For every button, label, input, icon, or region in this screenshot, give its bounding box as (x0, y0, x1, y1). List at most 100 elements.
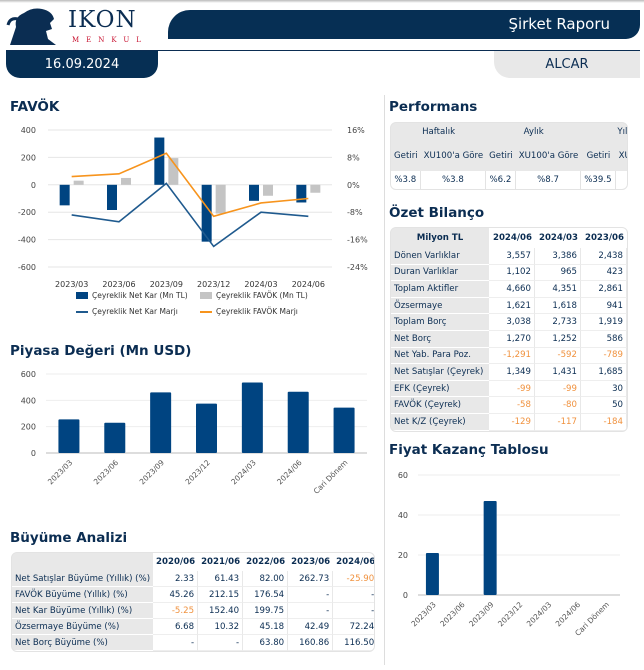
row-label: Net Borç (391, 331, 489, 348)
x-tick-label: 2024/06 (554, 600, 583, 629)
bar (58, 419, 80, 453)
buyume-table: 2020/06 2021/06 2022/06 2023/06 2024/06 Net S… (11, 552, 375, 652)
row-label: Net Kar Büyüme (Yıllık) (%) (12, 603, 154, 619)
bilanco-header: 2024/06 (489, 228, 535, 248)
legend-label: Çeyreklik FAVÖK (Mn TL) (216, 291, 308, 300)
buyume-header: 2021/06 (198, 553, 244, 571)
cell-value: 160.86 (288, 635, 334, 651)
net-kar-bar (59, 184, 70, 206)
y-tick-label: 0 (31, 181, 36, 190)
cell-value: 199.75 (243, 603, 289, 619)
buyume-row: FAVÖK Büyüme (Yıllık) (%) 45.26 212.15 176.… (12, 587, 374, 603)
cell-value: 1,685 (581, 364, 627, 381)
y-tick-label: 60 (398, 471, 408, 480)
performans-table: Haftalık Aylık Yılbaşı Getiri XU100'a Göre Ge… (390, 122, 628, 190)
cell-value: - (198, 635, 244, 651)
cell-value: 72.24 (333, 619, 374, 635)
row-label: FAVÖK Büyüme (Yıllık) (%) (12, 587, 154, 603)
x-tick-label: 2023/06 (102, 280, 135, 289)
report-date: 16.09.2024 (6, 51, 158, 78)
cell-value: -80 (535, 397, 581, 414)
y-tick-label: 20 (398, 551, 408, 560)
x-tick-label: 2023/03 (409, 600, 438, 629)
bar (196, 403, 217, 453)
buyume-row: Net Borç Büyüme (%) - -63.80 160.86 116.50 (12, 635, 374, 651)
cell-value: - (288, 603, 334, 619)
cell-value: -25.90 (333, 571, 374, 587)
x-tick-label: 2023/09 (138, 458, 167, 487)
favok-bar (310, 184, 321, 193)
x-tick-label: 2023/09 (467, 600, 496, 629)
x-tick-label: 2023/06 (92, 458, 121, 487)
y-tick-label: 600 (21, 370, 36, 379)
perf-sub-header: XU100'a Göre (423, 151, 484, 161)
brand-name: IKON (68, 7, 137, 33)
buyume-header: 2024/06 (333, 553, 374, 571)
net-kar-bar (249, 184, 259, 201)
y-tick-label: -600 (18, 263, 36, 272)
perf-value: %15.5 (615, 171, 627, 189)
x-tick-label: 2024/03 (229, 458, 258, 487)
bar (287, 391, 309, 453)
cell-value: 3,386 (535, 248, 581, 265)
cell-value: 586 (581, 330, 627, 348)
y-tick-label: 0 (31, 449, 36, 458)
perf-value: %3.8 (391, 171, 421, 189)
buyume-row: Net Kar Büyüme (Yıllık) (%) -5.25 152.40 19… (12, 603, 374, 619)
cell-value: 4,351 (535, 281, 581, 298)
bar (333, 407, 355, 453)
x-tick-label: 2023/06 (438, 600, 467, 629)
fk-title: Fiyat Kazanç Tablosu (389, 442, 549, 458)
cell-value: 1,431 (535, 364, 581, 381)
perf-group-header: Yılbaşı (617, 127, 628, 137)
row-label: Duran Varlıklar (391, 265, 489, 282)
row-label: Net Yab. Para Poz. (391, 348, 489, 365)
cell-value: -789 (581, 347, 627, 365)
row-label: EFK (Çeyrek) (391, 381, 489, 398)
buyume-header: 2023/06 (288, 553, 334, 571)
legend-swatch (76, 292, 88, 299)
bilanco-row: Net Satışlar (Çeyrek) 1,349 1,431 1,685 (391, 364, 627, 381)
perf-value: %8.7 (515, 171, 582, 189)
cell-value: 63.80 (243, 635, 289, 651)
favok-bar (215, 184, 226, 214)
performans-title: Performans (389, 99, 478, 115)
bar (150, 392, 172, 453)
y-tick-label: 400 (21, 396, 36, 405)
row-label: Net Satışlar (Çeyrek) (391, 364, 489, 381)
row-label: Toplam Aktifler (391, 281, 489, 298)
cell-value: 1,252 (535, 330, 581, 348)
y2-tick-label: -24% (347, 263, 368, 272)
row-label: Net Satışlar Büyüme (Yıllık) (%) (12, 571, 154, 587)
x-tick-label: 2023/12 (184, 458, 213, 487)
y-tick-label: -400 (18, 236, 36, 245)
cell-value: -99 (489, 380, 535, 398)
cell-value: 212.15 (198, 587, 244, 603)
cell-value: 1,349 (489, 364, 535, 381)
cell-value: 2,861 (581, 281, 627, 298)
row-label: Net K/Z (Çeyrek) (391, 414, 489, 431)
cell-value: 3,038 (489, 314, 535, 331)
perf-group-header: Aylık (523, 127, 544, 137)
cell-value: 61.43 (198, 571, 244, 587)
x-tick-label: 2024/06 (292, 280, 325, 289)
cell-value: 1,621 (489, 297, 535, 315)
cell-value: - (153, 635, 199, 651)
cell-value: -99 (535, 380, 581, 398)
cell-value: 1,102 (489, 264, 535, 282)
favok-bar (168, 158, 179, 185)
bilanco-row: Net Yab. Para Poz. -1,291 -592 -789 (391, 347, 627, 365)
perf-value: %6.2 (486, 171, 516, 189)
perf-group-header: Haftalık (422, 127, 456, 137)
net-kar-bar (107, 184, 117, 211)
perf-sub-header: Getiri (586, 151, 611, 161)
top-shadow (0, 0, 644, 3)
bilanco-header: 2024/03 (535, 228, 581, 248)
row-label: Dönen Varlıklar (391, 248, 489, 265)
y-tick-label: 200 (21, 153, 36, 162)
bar (425, 553, 439, 595)
divider (6, 50, 640, 51)
buyume-header: 2022/06 (243, 553, 289, 571)
cell-value: 45.26 (153, 587, 199, 603)
